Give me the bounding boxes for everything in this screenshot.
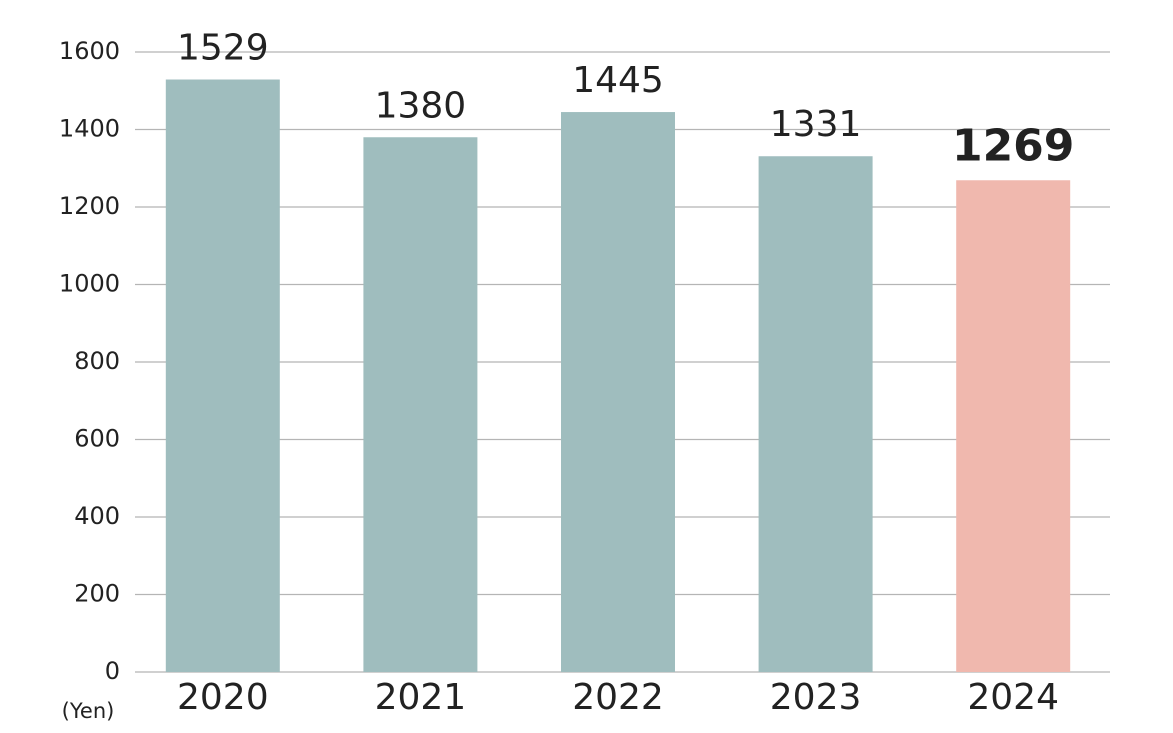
value-label: 1380 bbox=[375, 85, 467, 126]
y-axis-label: (Yen) bbox=[62, 699, 115, 723]
value-label: 1529 bbox=[177, 28, 269, 69]
bar bbox=[956, 180, 1071, 672]
bar bbox=[165, 79, 280, 672]
y-tick-label: 600 bbox=[74, 425, 120, 453]
bar bbox=[758, 156, 873, 673]
x-tick-label: 2023 bbox=[770, 677, 862, 718]
value-label: 1331 bbox=[770, 104, 862, 145]
y-tick-label: 200 bbox=[74, 580, 120, 608]
bar bbox=[363, 137, 478, 672]
y-tick-label: 1600 bbox=[59, 37, 120, 65]
value-label: 1445 bbox=[572, 60, 664, 101]
value-label: 1269 bbox=[952, 120, 1074, 171]
x-tick-label: 2021 bbox=[375, 677, 467, 718]
x-tick-label: 2020 bbox=[177, 677, 269, 718]
y-tick-label: 400 bbox=[74, 502, 120, 530]
y-tick-label: 1200 bbox=[59, 192, 120, 220]
y-tick-label: 800 bbox=[74, 347, 120, 375]
x-tick-label: 2024 bbox=[967, 677, 1059, 718]
x-tick-label: 2022 bbox=[572, 677, 664, 718]
bar bbox=[561, 112, 675, 672]
y-tick-label: 1000 bbox=[59, 270, 120, 298]
y-tick-label: 0 bbox=[105, 657, 120, 685]
y-tick-label: 1400 bbox=[59, 115, 120, 143]
